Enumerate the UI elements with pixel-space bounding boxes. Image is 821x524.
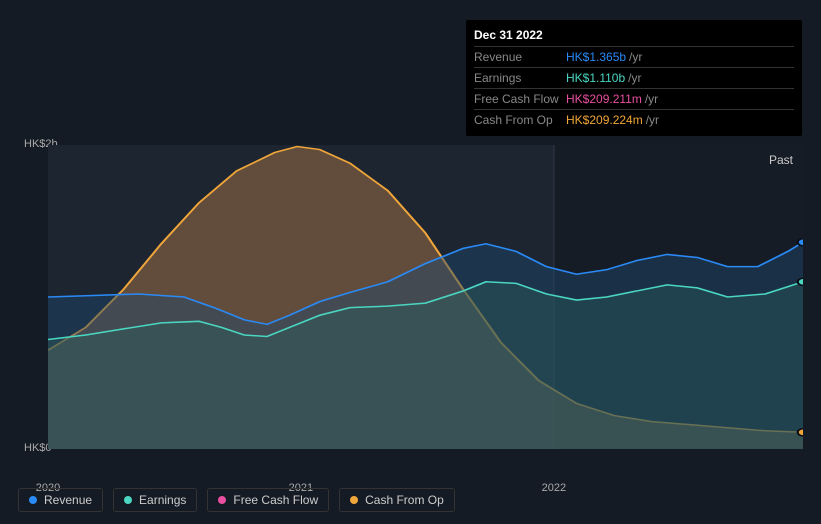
chart-tooltip: Dec 31 2022 RevenueHK$1.365b/yrEarningsH… — [466, 20, 802, 136]
chart-legend: Revenue Earnings Free Cash Flow Cash From O… — [18, 488, 455, 512]
tooltip-row-unit: /yr — [629, 49, 642, 65]
legend-dot-icon — [29, 496, 37, 504]
legend-label: Earnings — [139, 493, 186, 507]
legend-item[interactable]: Cash From Op — [339, 488, 455, 512]
tooltip-row: Free Cash FlowHK$209.211m/yr — [474, 88, 794, 109]
tooltip-row-unit: /yr — [645, 91, 658, 107]
legend-item[interactable]: Earnings — [113, 488, 197, 512]
legend-label: Free Cash Flow — [233, 493, 318, 507]
legend-item[interactable]: Free Cash Flow — [207, 488, 329, 512]
tooltip-row: EarningsHK$1.110b/yr — [474, 67, 794, 88]
chart-plot-area[interactable]: Past — [48, 145, 803, 449]
tooltip-row-unit: /yr — [628, 70, 641, 86]
tooltip-date: Dec 31 2022 — [474, 26, 794, 46]
tooltip-row-value: HK$1.110b — [566, 70, 625, 86]
legend-label: Cash From Op — [365, 493, 444, 507]
tooltip-row-label: Revenue — [474, 49, 566, 65]
legend-item[interactable]: Revenue — [18, 488, 103, 512]
financial-chart: HK$2bHK$0 Past 202020212022 — [18, 120, 803, 474]
legend-label: Revenue — [44, 493, 92, 507]
tooltip-row-value: HK$1.365b — [566, 49, 626, 65]
tooltip-row: RevenueHK$1.365b/yr — [474, 46, 794, 67]
x-axis-label: 2022 — [542, 482, 566, 494]
legend-dot-icon — [350, 496, 358, 504]
tooltip-row-value: HK$209.211m — [566, 91, 642, 107]
tooltip-row-label: Earnings — [474, 70, 566, 86]
legend-dot-icon — [124, 496, 132, 504]
tooltip-row-label: Free Cash Flow — [474, 91, 566, 107]
past-label: Past — [769, 153, 793, 167]
legend-dot-icon — [218, 496, 226, 504]
